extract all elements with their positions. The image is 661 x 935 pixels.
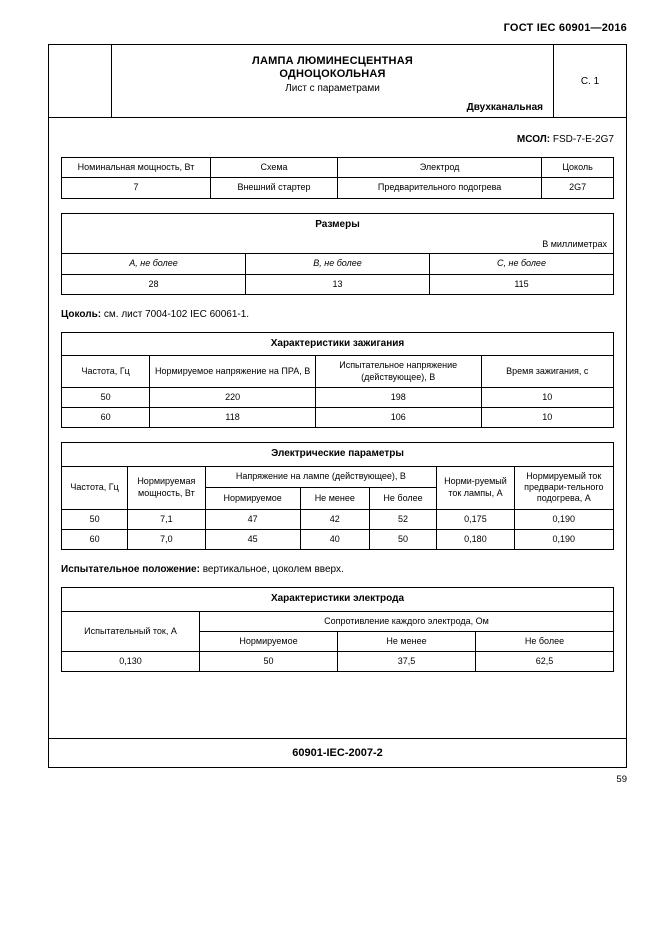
cell: 40 [300, 529, 369, 549]
t4-h-preh: Нормируемый ток предвари-тельного подогр… [514, 466, 613, 509]
note-pos-text: вертикальное, цоколем вверх. [200, 564, 344, 575]
cell: 50 [62, 387, 150, 407]
msol-line: МСОЛ: FSD-7-E-2G7 [61, 134, 614, 145]
t1-h4: Цоколь [542, 158, 614, 178]
sheet-frame: ЛАМПА ЛЮМИНЕСЦЕНТНАЯ ОДНОЦОКОЛЬНАЯ Лист … [48, 44, 627, 768]
cell: 50 [200, 652, 338, 672]
document-standard-header: ГОСТ IEC 60901—2016 [48, 22, 627, 34]
t1-v3: Предварительного подогрева [337, 178, 541, 198]
note-pos-label: Испытательное положение: [61, 564, 200, 575]
table-row: 50 220 198 10 [62, 387, 614, 407]
title-page-ref: С. 1 [554, 45, 626, 117]
msol-value: FSD-7-E-2G7 [553, 134, 614, 145]
table-row: 0,130 50 37,5 62,5 [62, 652, 614, 672]
table-ignition: Характеристики зажигания Частота, Гц Нор… [61, 332, 614, 429]
table-electrical: Электрические параметры Частота, Гц Норм… [61, 442, 614, 550]
table-dimensions: Размеры В миллиметрах A, не более B, не … [61, 213, 614, 295]
cell: 37,5 [338, 652, 476, 672]
t4-h-vmax: Не более [369, 488, 437, 509]
t4-title: Электрические параметры [62, 443, 614, 467]
cell: 50 [369, 529, 437, 549]
t1-h1: Номинальная мощность, Вт [62, 158, 211, 178]
title-left-spacer [49, 45, 112, 117]
t5-h-cur: Испытательный ток, А [62, 611, 200, 652]
sheet-footer-code: 60901-IEC-2007-2 [49, 738, 626, 767]
table-electrode: Характеристики электрода Испытательный т… [61, 587, 614, 672]
t1-h2: Схема [211, 158, 338, 178]
cell: 45 [205, 529, 300, 549]
cell: 7,1 [128, 509, 205, 529]
cell: 0,175 [437, 509, 514, 529]
t3-h4: Время зажигания, с [481, 356, 614, 388]
t5-h-max: Не более [476, 631, 614, 651]
cell: 10 [481, 408, 614, 428]
cell: 52 [369, 509, 437, 529]
title-center: ЛАМПА ЛЮМИНЕСЦЕНТНАЯ ОДНОЦОКОЛЬНАЯ Лист … [112, 45, 554, 117]
t4-h-volt: Напряжение на лампе (действующее), В [205, 466, 437, 487]
cell: 0,130 [62, 652, 200, 672]
page: ГОСТ IEC 60901—2016 ЛАМПА ЛЮМИНЕСЦЕНТНАЯ… [0, 0, 661, 805]
t2-title: Размеры [62, 213, 614, 236]
cell: 198 [315, 387, 481, 407]
title-subtitle: Лист с параметрами [118, 83, 547, 94]
t3-h3: Испытательное напряжение (действующее), … [315, 356, 481, 388]
t3-title: Характеристики зажигания [62, 332, 614, 356]
cell: 0,180 [437, 529, 514, 549]
msol-label: МСОЛ: [517, 134, 550, 145]
cell: 0,190 [514, 509, 613, 529]
page-number: 59 [48, 774, 627, 785]
t4-h-vmin: Не менее [300, 488, 369, 509]
cell: 0,190 [514, 529, 613, 549]
t4-h-cur: Норми-руемый ток лампы, А [437, 466, 514, 509]
t4-h-pow: Нормируемая мощность, Вт [128, 466, 205, 509]
note-cap-text: см. лист 7004-102 IEC 60061-1. [101, 309, 249, 320]
t1-v4: 2G7 [542, 178, 614, 198]
title-line-2: ОДНОЦОКОЛЬНАЯ [118, 68, 547, 80]
t2-vC: 115 [430, 274, 614, 294]
title-block: ЛАМПА ЛЮМИНЕСЦЕНТНАЯ ОДНОЦОКОЛЬНАЯ Лист … [49, 45, 626, 118]
cell: 118 [150, 408, 316, 428]
cell: 220 [150, 387, 316, 407]
t1-h3: Электрод [337, 158, 541, 178]
cell: 47 [205, 509, 300, 529]
cell: 7,0 [128, 529, 205, 549]
t5-h-res: Сопротивление каждого электрода, Ом [200, 611, 614, 631]
t1-v1: 7 [62, 178, 211, 198]
t3-h1: Частота, Гц [62, 356, 150, 388]
table-row: 60 7,0 45 40 50 0,180 0,190 [62, 529, 614, 549]
cell: 106 [315, 408, 481, 428]
note-cap-label: Цоколь: [61, 309, 101, 320]
cell: 60 [62, 529, 128, 549]
t2-hC: C, не более [430, 254, 614, 274]
t2-hB: B, не более [246, 254, 430, 274]
t2-vB: 13 [246, 274, 430, 294]
t5-h-norm: Нормируемое [200, 631, 338, 651]
cell: 60 [62, 408, 150, 428]
table-row: 60 118 106 10 [62, 408, 614, 428]
t2-unit: В миллиметрах [62, 236, 614, 254]
t4-h-vnorm: Нормируемое [205, 488, 300, 509]
cell: 10 [481, 387, 614, 407]
note-position: Испытательное положение: вертикальное, ц… [61, 564, 614, 575]
t2-hA: A, не более [62, 254, 246, 274]
title-line-1: ЛАМПА ЛЮМИНЕСЦЕНТНАЯ [118, 55, 547, 67]
cell: 42 [300, 509, 369, 529]
t5-h-min: Не менее [338, 631, 476, 651]
t1-v2: Внешний стартер [211, 178, 338, 198]
t2-vA: 28 [62, 274, 246, 294]
t4-h-freq: Частота, Гц [62, 466, 128, 509]
cell: 62,5 [476, 652, 614, 672]
title-channel: Двухканальная [118, 102, 547, 113]
t3-h2: Нормируемое напряжение на ПРА, В [150, 356, 316, 388]
table-row: 50 7,1 47 42 52 0,175 0,190 [62, 509, 614, 529]
table-nominal: Номинальная мощность, Вт Схема Электрод … [61, 157, 614, 199]
note-cap: Цоколь: см. лист 7004-102 IEC 60061-1. [61, 309, 614, 320]
cell: 50 [62, 509, 128, 529]
t5-title: Характеристики электрода [62, 588, 614, 612]
content-area: МСОЛ: FSD-7-E-2G7 Номинальная мощность, … [49, 118, 626, 738]
